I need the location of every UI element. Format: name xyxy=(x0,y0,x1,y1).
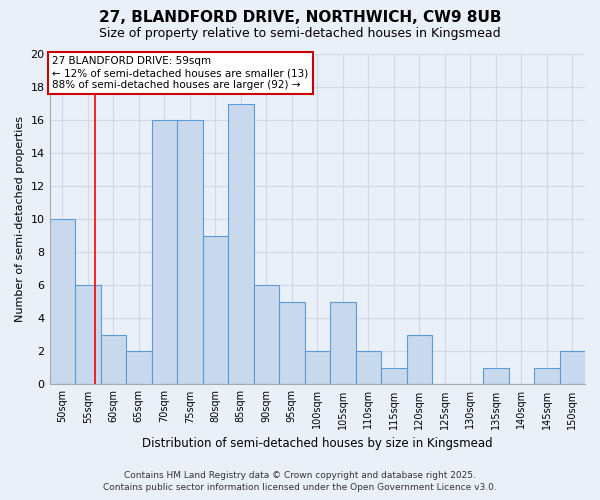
Text: Size of property relative to semi-detached houses in Kingsmead: Size of property relative to semi-detach… xyxy=(99,28,501,40)
Bar xyxy=(534,368,560,384)
Y-axis label: Number of semi-detached properties: Number of semi-detached properties xyxy=(15,116,25,322)
Bar xyxy=(254,286,279,384)
Bar xyxy=(50,219,75,384)
Bar xyxy=(279,302,305,384)
X-axis label: Distribution of semi-detached houses by size in Kingsmead: Distribution of semi-detached houses by … xyxy=(142,437,493,450)
Bar xyxy=(330,302,356,384)
Text: 27 BLANDFORD DRIVE: 59sqm
← 12% of semi-detached houses are smaller (13)
88% of : 27 BLANDFORD DRIVE: 59sqm ← 12% of semi-… xyxy=(52,56,308,90)
Bar xyxy=(381,368,407,384)
Bar xyxy=(356,352,381,384)
Bar xyxy=(407,335,432,384)
Bar xyxy=(75,286,101,384)
Bar xyxy=(152,120,177,384)
Bar xyxy=(203,236,228,384)
Text: Contains HM Land Registry data © Crown copyright and database right 2025.
Contai: Contains HM Land Registry data © Crown c… xyxy=(103,471,497,492)
Bar xyxy=(126,352,152,384)
Bar xyxy=(305,352,330,384)
Bar xyxy=(177,120,203,384)
Bar xyxy=(560,352,585,384)
Bar xyxy=(101,335,126,384)
Bar xyxy=(483,368,509,384)
Bar xyxy=(228,104,254,384)
Text: 27, BLANDFORD DRIVE, NORTHWICH, CW9 8UB: 27, BLANDFORD DRIVE, NORTHWICH, CW9 8UB xyxy=(99,10,501,25)
